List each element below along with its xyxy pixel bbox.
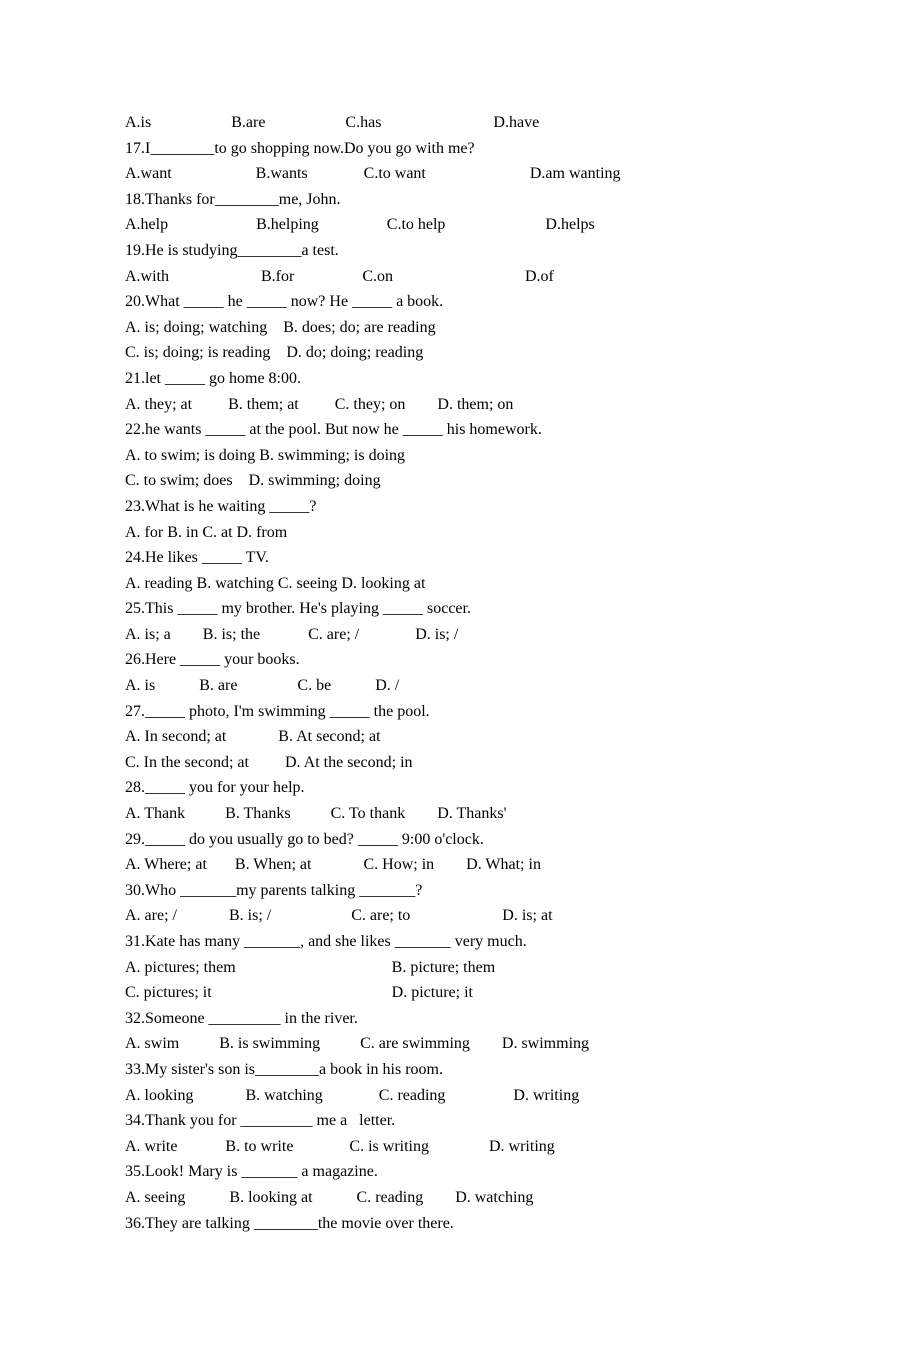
question-stem: 29._____ do you usually go to bed? _____… [125, 827, 795, 853]
answer-row: A. are; / B. is; / C. are; to D. is; at [125, 903, 795, 929]
question-stem: 25.This _____ my brother. He's playing _… [125, 596, 795, 622]
answer-row: C. to swim; does D. swimming; doing [125, 468, 795, 494]
answer-row: A.help B.helping C.to help D.helps [125, 212, 795, 238]
question-stem: 36.They are talking ________the movie ov… [125, 1211, 795, 1237]
answer-row: A. Where; at B. When; at C. How; in D. W… [125, 852, 795, 878]
answer-row: C. In the second; at D. At the second; i… [125, 750, 795, 776]
question-stem: 34.Thank you for _________ me a letter. [125, 1108, 795, 1134]
question-stem: 20.What _____ he _____ now? He _____ a b… [125, 289, 795, 315]
answer-row: C. is; doing; is reading D. do; doing; r… [125, 340, 795, 366]
answer-row: A.is B.are C.has D.have [125, 110, 795, 136]
question-stem: 19.He is studying________a test. [125, 238, 795, 264]
answer-row: A. In second; at B. At second; at [125, 724, 795, 750]
answer-row: A.with B.for C.on D.of [125, 264, 795, 290]
answer-row: A. reading B. watching C. seeing D. look… [125, 571, 795, 597]
question-stem: 18.Thanks for________me, John. [125, 187, 795, 213]
answer-row: A. looking B. watching C. reading D. wri… [125, 1083, 795, 1109]
question-stem: 26.Here _____ your books. [125, 647, 795, 673]
answer-row: A. is B. are C. be D. / [125, 673, 795, 699]
question-stem: 31.Kate has many _______, and she likes … [125, 929, 795, 955]
question-stem: 23.What is he waiting _____? [125, 494, 795, 520]
question-stem: 32.Someone _________ in the river. [125, 1006, 795, 1032]
answer-row: A.want B.wants C.to want D.am wanting [125, 161, 795, 187]
answer-row: A. write B. to write C. is writing D. wr… [125, 1134, 795, 1160]
question-stem: 24.He likes _____ TV. [125, 545, 795, 571]
answer-row: A. swim B. is swimming C. are swimming D… [125, 1031, 795, 1057]
answer-row: C. pictures; it D. picture; it [125, 980, 795, 1006]
question-stem: 35.Look! Mary is _______ a magazine. [125, 1159, 795, 1185]
answer-row: A. to swim; is doing B. swimming; is doi… [125, 443, 795, 469]
answer-row: A. for B. in C. at D. from [125, 520, 795, 546]
answer-row: A. Thank B. Thanks C. To thank D. Thanks… [125, 801, 795, 827]
answer-row: A. they; at B. them; at C. they; on D. t… [125, 392, 795, 418]
answer-row: A. is; a B. is; the C. are; / D. is; / [125, 622, 795, 648]
question-stem: 22.he wants _____ at the pool. But now h… [125, 417, 795, 443]
question-stem: 30.Who _______my parents talking _______… [125, 878, 795, 904]
question-stem: 21.let _____ go home 8:00. [125, 366, 795, 392]
question-stem: 27._____ photo, I'm swimming _____ the p… [125, 699, 795, 725]
exam-page: A.is B.are C.has D.have 17.I________to g… [0, 0, 920, 1346]
answer-row: A. seeing B. looking at C. reading D. wa… [125, 1185, 795, 1211]
answer-row: A. is; doing; watching B. does; do; are … [125, 315, 795, 341]
question-stem: 28._____ you for your help. [125, 775, 795, 801]
question-stem: 33.My sister's son is________a book in h… [125, 1057, 795, 1083]
question-stem: 17.I________to go shopping now.Do you go… [125, 136, 795, 162]
answer-row: A. pictures; them B. picture; them [125, 955, 795, 981]
